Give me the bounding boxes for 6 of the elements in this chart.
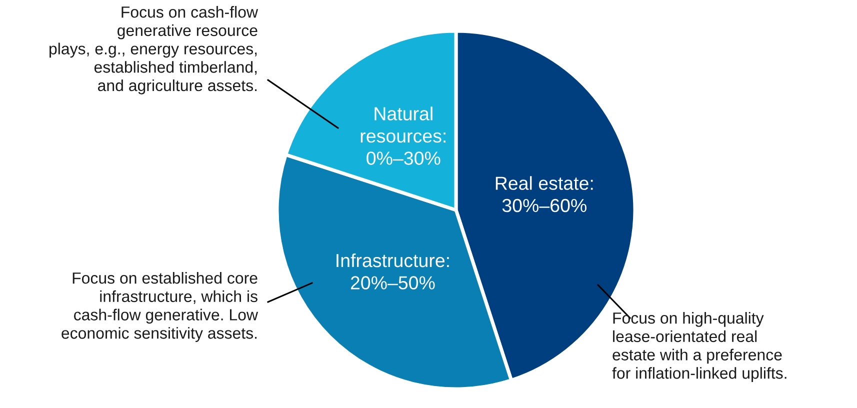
slice-label: Natural resources: 0%–30% xyxy=(360,106,446,165)
text: Focus on established core infrastructure, which is cash-flow generative. Low economic sensitivity assets. xyxy=(62,272,258,342)
slice-label: Infrastructure: 20%–50% xyxy=(336,253,449,290)
text: Focus on high-quality lease-orientated real estate with a preference for inflation-linked uplifts. xyxy=(612,312,786,382)
slice-label: Real estate: 30%–60% xyxy=(496,176,593,212)
text: Focus on cash-flow generative resource plays, e.g., energy resources, established timberland, and agriculture assets. xyxy=(50,6,258,94)
